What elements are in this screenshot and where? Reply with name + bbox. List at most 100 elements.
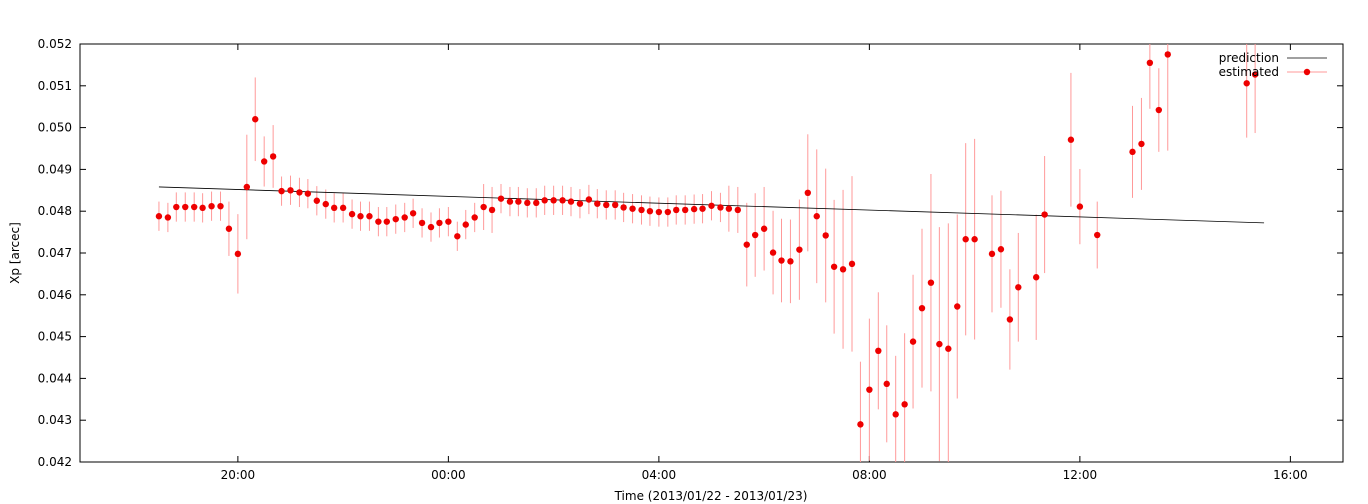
data-point	[760, 225, 768, 232]
data-point	[971, 236, 978, 243]
data-point	[155, 213, 163, 220]
y-axis-title: Xp [arcec]	[8, 222, 22, 284]
data-point	[524, 199, 531, 207]
data-point	[954, 303, 961, 310]
data-point	[945, 345, 952, 352]
data-point	[1146, 59, 1154, 67]
data-point	[936, 340, 943, 348]
data-point	[541, 197, 548, 204]
data-point	[480, 203, 487, 211]
data-point	[804, 189, 812, 197]
data-point	[164, 214, 172, 221]
data-point	[620, 204, 627, 211]
data-point	[278, 187, 285, 195]
y-tick-label: 0.045	[38, 330, 72, 344]
data-point	[734, 206, 742, 214]
data-point	[909, 338, 917, 345]
data-point	[383, 218, 391, 225]
data-point	[813, 213, 820, 220]
data-point	[1094, 231, 1101, 239]
data-point	[330, 204, 338, 212]
data-point	[1138, 140, 1145, 148]
data-point	[488, 206, 496, 214]
data-point	[304, 190, 312, 197]
data-point	[550, 197, 557, 204]
data-point	[883, 380, 890, 388]
data-point	[1015, 284, 1022, 291]
y-tick-label: 0.049	[38, 162, 72, 176]
data-point	[471, 214, 478, 221]
data-point	[866, 386, 873, 393]
data-point	[1076, 203, 1084, 210]
data-point	[1032, 274, 1040, 281]
y-tick-label: 0.051	[38, 79, 72, 93]
x-tick-label: 16:00	[1273, 468, 1308, 482]
y-tick-label: 0.046	[38, 288, 72, 302]
data-point	[217, 202, 224, 210]
data-point	[892, 411, 899, 418]
data-point	[375, 218, 382, 225]
data-point	[673, 206, 680, 214]
data-point	[664, 208, 672, 216]
data-point	[725, 205, 733, 212]
data-point	[796, 246, 803, 253]
plot-frame	[79, 43, 1344, 463]
data-point	[348, 210, 356, 218]
data-point	[208, 202, 215, 210]
data-point	[585, 196, 593, 203]
data-point	[751, 231, 759, 239]
data-point	[182, 203, 189, 211]
data-point	[594, 200, 601, 207]
data-point	[506, 198, 514, 205]
data-point	[234, 250, 242, 258]
data-point	[1164, 51, 1171, 58]
x-tick-label: 20:00	[221, 468, 256, 482]
data-point	[339, 204, 347, 212]
data-point	[427, 223, 435, 231]
data-point	[225, 225, 233, 232]
data-point	[787, 258, 794, 265]
data-point	[1155, 106, 1163, 114]
data-point	[1067, 136, 1075, 143]
data-point	[901, 401, 908, 408]
data-point	[260, 158, 268, 165]
data-point	[252, 116, 259, 123]
data-point	[997, 246, 1005, 253]
data-point	[655, 208, 663, 216]
data-point	[699, 205, 706, 212]
data-point	[1243, 80, 1250, 87]
data-point	[313, 197, 321, 204]
data-point	[296, 189, 303, 196]
data-point	[445, 218, 452, 225]
data-point	[357, 213, 364, 220]
plot-area	[155, 44, 1265, 462]
data-point	[830, 263, 838, 270]
data-point	[646, 208, 654, 215]
data-point	[436, 219, 443, 227]
data-point	[567, 198, 575, 205]
data-point	[848, 260, 856, 268]
data-point	[401, 214, 408, 221]
data-point	[576, 200, 584, 207]
y-tick-label: 0.042	[38, 455, 72, 469]
data-point	[875, 347, 882, 355]
data-point	[918, 304, 926, 312]
data-point	[366, 213, 373, 220]
y-tick-label: 0.044	[38, 371, 72, 385]
data-points	[155, 51, 1259, 428]
data-point	[322, 200, 329, 208]
x-axis-title: Time (2013/01/22 - 2013/01/23)	[614, 489, 808, 503]
y-tick-label: 0.043	[38, 413, 72, 427]
data-point	[418, 219, 426, 227]
legend-label-prediction: prediction	[1219, 51, 1279, 65]
data-point	[778, 257, 785, 264]
data-point	[822, 232, 829, 239]
data-point	[454, 233, 461, 240]
x-tick-label: 04:00	[642, 468, 677, 482]
data-point	[857, 421, 864, 428]
data-point	[533, 199, 540, 207]
x-axis-ticks: 20:00 00:00 04:00 08:00 12:00 16:00	[221, 44, 1308, 482]
data-point	[173, 203, 180, 211]
